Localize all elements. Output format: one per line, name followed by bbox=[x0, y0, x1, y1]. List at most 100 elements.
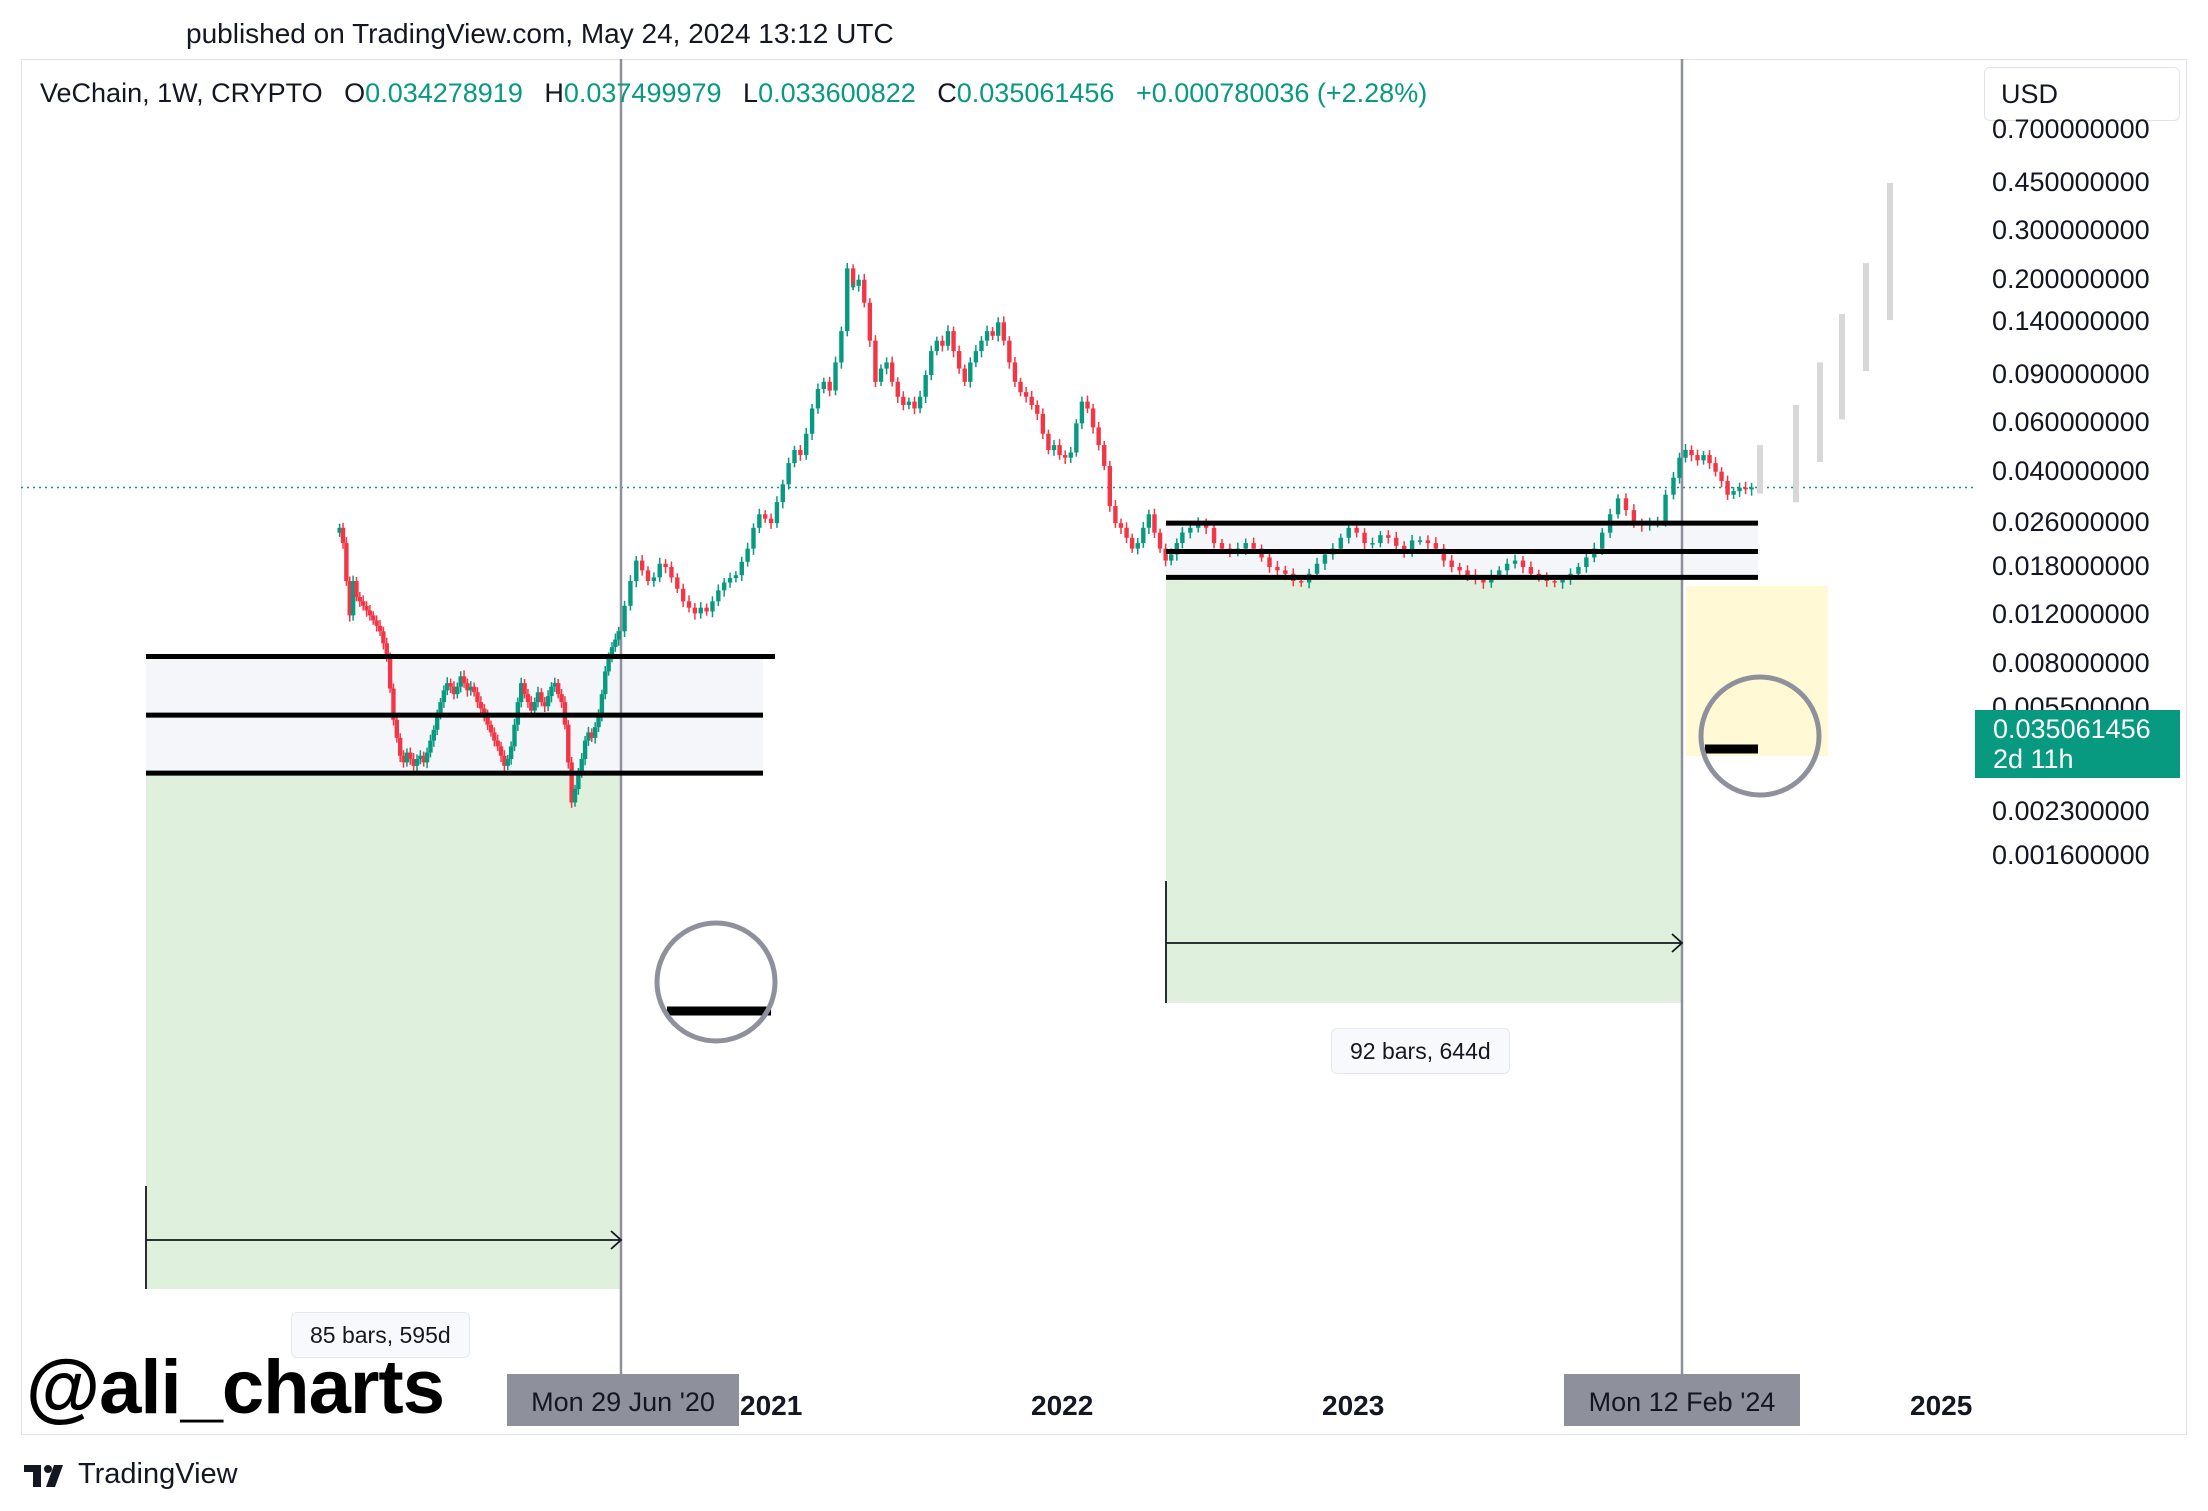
candle-up bbox=[418, 755, 423, 760]
candle-up bbox=[603, 671, 608, 695]
candle-down bbox=[1251, 543, 1256, 549]
candle-up bbox=[850, 285, 856, 288]
candle-down bbox=[1433, 543, 1439, 549]
candle-up bbox=[414, 759, 420, 766]
candle-down bbox=[1283, 570, 1288, 574]
candle-down bbox=[1631, 510, 1637, 524]
candle-down bbox=[569, 762, 574, 803]
candle-up bbox=[1683, 449, 1688, 458]
candle-up bbox=[917, 396, 923, 409]
y-tick-label: 0.008000000 bbox=[1992, 647, 2150, 678]
candle-down bbox=[1023, 392, 1029, 397]
candle-down bbox=[387, 656, 393, 689]
candle-down bbox=[1528, 567, 1534, 574]
candle-down bbox=[867, 302, 873, 341]
candle-down bbox=[1719, 471, 1724, 482]
candle-down bbox=[555, 683, 561, 695]
candle-down bbox=[354, 581, 359, 597]
candle-up bbox=[1322, 554, 1328, 564]
candle-down bbox=[1029, 396, 1034, 405]
candle-down bbox=[1152, 514, 1157, 533]
candle-down bbox=[1090, 408, 1096, 428]
y-tick-label: 0.300000000 bbox=[1992, 215, 2150, 246]
candle-down bbox=[895, 381, 900, 397]
candle-up bbox=[1417, 540, 1423, 542]
candle-down bbox=[1113, 506, 1118, 524]
candle-up bbox=[1671, 477, 1676, 480]
candle-down bbox=[411, 759, 416, 766]
candle-down bbox=[364, 605, 369, 611]
tradingview-logo[interactable]: TradingView bbox=[24, 1458, 238, 1491]
candle-down bbox=[492, 732, 497, 741]
candle-down bbox=[951, 331, 956, 352]
candle-up bbox=[1314, 563, 1320, 574]
candle-down bbox=[1211, 527, 1217, 544]
measured-move-zone bbox=[146, 773, 620, 1289]
candle-up bbox=[445, 683, 450, 691]
candle-up bbox=[586, 732, 591, 741]
candle-up bbox=[431, 729, 437, 741]
candle-up bbox=[337, 527, 342, 533]
symbol-title: VeChain, 1W, CRYPTO bbox=[40, 78, 323, 108]
candle-down bbox=[1457, 567, 1462, 571]
candle-down bbox=[347, 581, 352, 616]
candle-down bbox=[1623, 498, 1629, 511]
candle-down bbox=[522, 683, 527, 695]
retest-circle bbox=[654, 920, 778, 1044]
candle-up bbox=[1174, 543, 1179, 555]
candle-down bbox=[1386, 535, 1391, 538]
candle-up bbox=[549, 686, 554, 697]
candle-up bbox=[441, 690, 447, 703]
candle-up bbox=[1671, 477, 1676, 495]
candle-up bbox=[833, 362, 838, 391]
candle-down bbox=[1107, 465, 1113, 507]
candle-up bbox=[1560, 579, 1565, 583]
candle-down bbox=[956, 351, 962, 369]
crosshair-date-badge: Mon 12 Feb '24 bbox=[1564, 1374, 1800, 1426]
candle-up bbox=[424, 752, 430, 763]
candle-down bbox=[448, 683, 453, 687]
arrow-head bbox=[610, 1230, 623, 1250]
candle-down bbox=[1425, 540, 1431, 544]
open-value: 0.034278919 bbox=[365, 78, 523, 108]
candle-down bbox=[371, 615, 376, 621]
high-label: H bbox=[544, 78, 564, 108]
candle-down bbox=[862, 279, 867, 303]
candle-up bbox=[968, 362, 973, 382]
candle-up bbox=[512, 724, 517, 747]
candle-up bbox=[721, 582, 727, 591]
candle-down bbox=[1689, 449, 1694, 456]
candle-down bbox=[488, 724, 494, 733]
candle-down bbox=[1465, 570, 1470, 576]
candle-up bbox=[786, 463, 791, 485]
y-tick-label: 0.140000000 bbox=[1992, 306, 2150, 337]
candle-up bbox=[856, 279, 861, 286]
close-label: C bbox=[937, 78, 957, 108]
candle-up bbox=[545, 696, 551, 707]
candle-up bbox=[1576, 567, 1581, 574]
candle-up bbox=[622, 605, 627, 632]
last-price-badge: 0.035061456 2d 11h bbox=[1975, 710, 2180, 778]
close-value: 0.035061456 bbox=[956, 78, 1115, 108]
candle-down bbox=[873, 340, 878, 382]
published-caption: published on TradingView.com, May 24, 20… bbox=[186, 18, 894, 49]
candle-down bbox=[1018, 381, 1023, 393]
candle-up bbox=[616, 631, 621, 633]
currency-selector[interactable]: USD bbox=[1984, 67, 2180, 121]
zone-fills bbox=[146, 523, 1828, 1289]
candle-up bbox=[1677, 457, 1682, 478]
candle-down bbox=[344, 543, 349, 582]
candle-up bbox=[1409, 540, 1415, 552]
candle-up bbox=[809, 408, 815, 434]
chart-frame[interactable] bbox=[21, 59, 2187, 1435]
candle-up bbox=[821, 381, 827, 390]
candle-down bbox=[589, 732, 595, 738]
candle-up bbox=[745, 548, 750, 562]
candle-up bbox=[1146, 514, 1152, 528]
candle-down bbox=[1743, 487, 1748, 490]
candle-down bbox=[1040, 413, 1046, 434]
candle-up bbox=[710, 601, 715, 612]
y-tick-label: 0.002300000 bbox=[1992, 796, 2150, 827]
candle-down bbox=[374, 620, 379, 626]
